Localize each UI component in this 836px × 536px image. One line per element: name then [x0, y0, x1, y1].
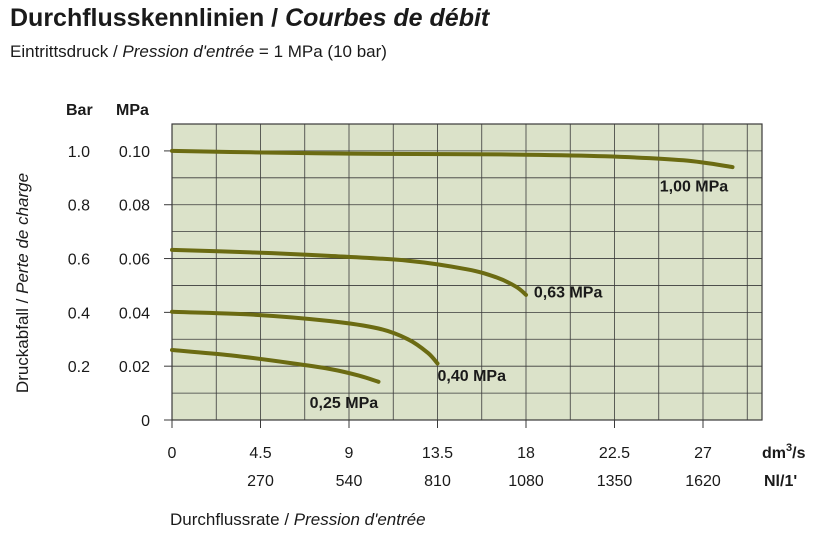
- y-tick-mpa-5: 0.10: [119, 144, 150, 161]
- series-label-3: 0,25 MPa: [310, 395, 379, 412]
- x-tick-5: 22.5: [599, 445, 630, 462]
- series-line-2: [170, 309, 440, 366]
- y-tick-mpa-3: 0.06: [119, 252, 150, 269]
- y-tick-mpa-2: 0.04: [119, 305, 150, 322]
- x-tick-6: 27: [694, 445, 712, 462]
- grid: [164, 123, 763, 428]
- x2-tick-0: 270: [247, 473, 274, 490]
- y-tick-mpa-1: 0.02: [119, 359, 150, 376]
- x-tick-1: 4.5: [249, 445, 271, 462]
- series-label-0: 1,00 MPa: [660, 178, 729, 195]
- x2-tick-4: 1350: [597, 473, 633, 490]
- x-axis-title-german: Durchflussrate /: [170, 510, 294, 529]
- x2-tick-2: 810: [424, 473, 451, 490]
- y-tick-mpa-4: 0.08: [119, 198, 150, 215]
- tick-labels: 0 0.2 0.02 0.4 0.04 0.6 0.06 0.8 0.08 1.0 0.10 0 4.5…: [68, 144, 721, 490]
- y-tick-bar-2: 0.4: [68, 305, 90, 322]
- plot-area: [172, 124, 762, 420]
- x-tick-4: 18: [517, 445, 535, 462]
- title-french: Courbes de débit: [285, 4, 490, 32]
- chart-subtitle: Eintrittsdruck / Pression d'entrée = 1 M…: [10, 42, 387, 62]
- chart-title: Durchflusskennlinien / Courbes de débit: [10, 4, 489, 33]
- plot-frame: [171, 123, 763, 421]
- x2-tick-1: 540: [336, 473, 363, 490]
- x-tick-0: 0: [168, 445, 177, 462]
- y-tick-bar-1: 0.2: [68, 359, 90, 376]
- y-tick-bar-5: 1.0: [68, 144, 90, 161]
- y-axis-title-german: Druckabfall /: [13, 293, 32, 394]
- subtitle-german: Eintrittsdruck /: [10, 42, 123, 61]
- x2-tick-3: 1080: [508, 473, 544, 490]
- x-axis-title-french: Pression d'entrée: [293, 510, 426, 529]
- y-axis-title-french: Perte de charge: [13, 172, 32, 294]
- series-line-3: [170, 348, 381, 384]
- y-tick-mpa-0: 0: [141, 413, 150, 430]
- y-tick-bar-3: 0.6: [68, 252, 90, 269]
- x-tick-3: 13.5: [422, 445, 453, 462]
- x2-unit-nl: Nl/1': [764, 473, 797, 490]
- y-axis-title: Druckabfall / Perte de charge: [13, 173, 33, 393]
- series-label-2: 0,40 MPa: [438, 368, 507, 385]
- title-german: Durchflusskennlinien: [10, 4, 265, 32]
- series-label-1: 0,63 MPa: [534, 285, 603, 302]
- series-line-1: [170, 247, 528, 297]
- x-unit-dm3s: dm3/s: [762, 442, 806, 462]
- axis-units: Bar MPa dm3/s Nl/1': [66, 102, 806, 490]
- subtitle-value: = 1 MPa (10 bar): [254, 42, 387, 61]
- y-unit-mpa: MPa: [116, 102, 149, 119]
- y-tick-bar-4: 0.8: [68, 198, 90, 215]
- subtitle-french: Pression d'entrée: [122, 42, 255, 61]
- x-axis-title: Durchflussrate / Pression d'entrée: [170, 510, 426, 530]
- y-unit-bar: Bar: [66, 102, 93, 119]
- series-line-0: [170, 148, 735, 170]
- x-tick-2: 9: [345, 445, 354, 462]
- x2-tick-5: 1620: [685, 473, 721, 490]
- title-separator: /: [264, 4, 286, 32]
- curves: 1,00 MPa 0,63 MPa 0,40 MPa 0,25 MPa: [170, 148, 735, 412]
